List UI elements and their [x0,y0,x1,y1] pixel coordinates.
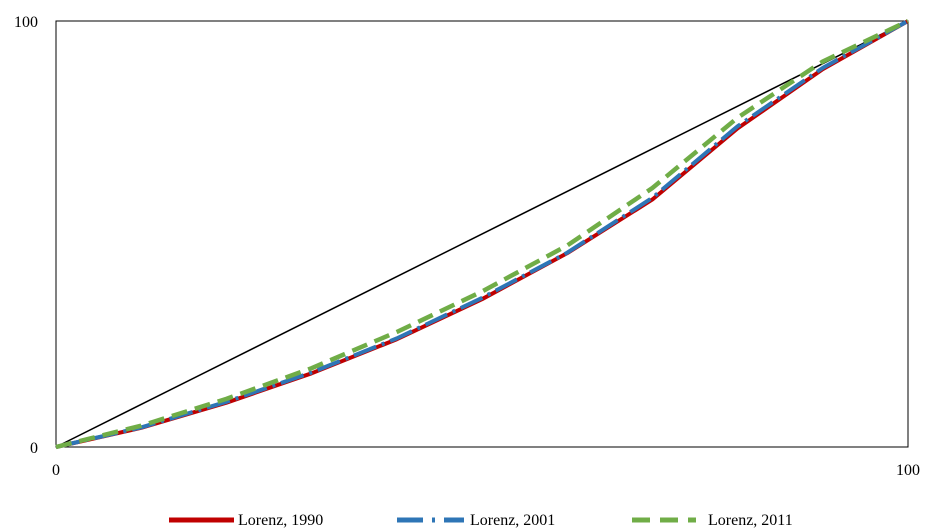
y-tick-100: 100 [14,14,38,31]
legend-item-1990: Lorenz, 1990 [169,512,323,529]
x-tick-0: 0 [52,462,60,479]
y-tick-0: 0 [30,440,38,457]
series-line-2001 [55,19,909,449]
equality-line [55,20,909,448]
legend-item-2011: Lorenz, 2011 [632,512,793,529]
legend-label-2011: Lorenz, 2011 [708,512,793,529]
series-layer [55,18,909,450]
legend-label-2001: Lorenz, 2001 [470,512,555,529]
legend-label-1990: Lorenz, 1990 [238,512,323,529]
legend: Lorenz, 1990 Lorenz, 2001 Lorenz, 2011 [169,512,793,529]
series-line-2011 [55,18,909,450]
legend-item-2001: Lorenz, 2001 [397,512,555,529]
x-tick-100: 100 [896,462,920,479]
